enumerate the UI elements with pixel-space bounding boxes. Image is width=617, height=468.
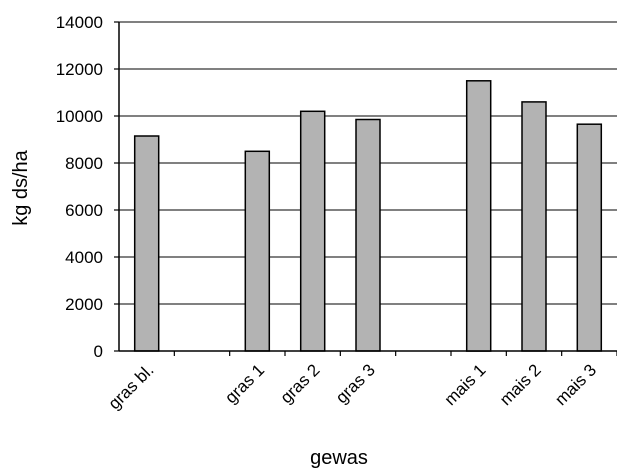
y-tick-label: 4000 bbox=[65, 248, 103, 267]
x-tick-label: mais 2 bbox=[496, 360, 545, 409]
y-tick-label: 6000 bbox=[65, 201, 103, 220]
y-tick-label: 10000 bbox=[56, 107, 103, 126]
y-tick-label: 14000 bbox=[56, 13, 103, 32]
y-tick-labels: 0 2000 4000 6000 8000 10000 12000 14000 bbox=[56, 13, 103, 361]
bar bbox=[576, 123, 603, 352]
bar bbox=[133, 135, 160, 352]
y-tick-label: 0 bbox=[94, 342, 103, 361]
axes bbox=[114, 21, 617, 356]
x-tick-label: gras 1 bbox=[221, 360, 268, 407]
bar bbox=[244, 150, 271, 352]
bar bbox=[465, 80, 492, 352]
y-tick-label: 8000 bbox=[65, 154, 103, 173]
x-tick-label: gras 3 bbox=[332, 360, 379, 407]
y-tick-label: 2000 bbox=[65, 295, 103, 314]
x-tick-labels: gras bl. gras 1 gras 2 gras 3 mais 1 mais 2 ma… bbox=[105, 360, 601, 413]
bar bbox=[299, 110, 326, 352]
bar bbox=[521, 101, 547, 352]
bar bbox=[355, 118, 381, 352]
y-tick-label: 12000 bbox=[56, 60, 103, 79]
x-tick-label: gras bl. bbox=[105, 360, 158, 413]
x-tick-label: mais 3 bbox=[551, 360, 600, 409]
y-axis-title: kg ds/ha bbox=[10, 149, 32, 225]
x-tick-label: gras 2 bbox=[277, 360, 324, 407]
x-tick-label: mais 1 bbox=[441, 360, 490, 409]
x-axis-title: gewas bbox=[310, 447, 368, 468]
bars bbox=[133, 80, 603, 352]
